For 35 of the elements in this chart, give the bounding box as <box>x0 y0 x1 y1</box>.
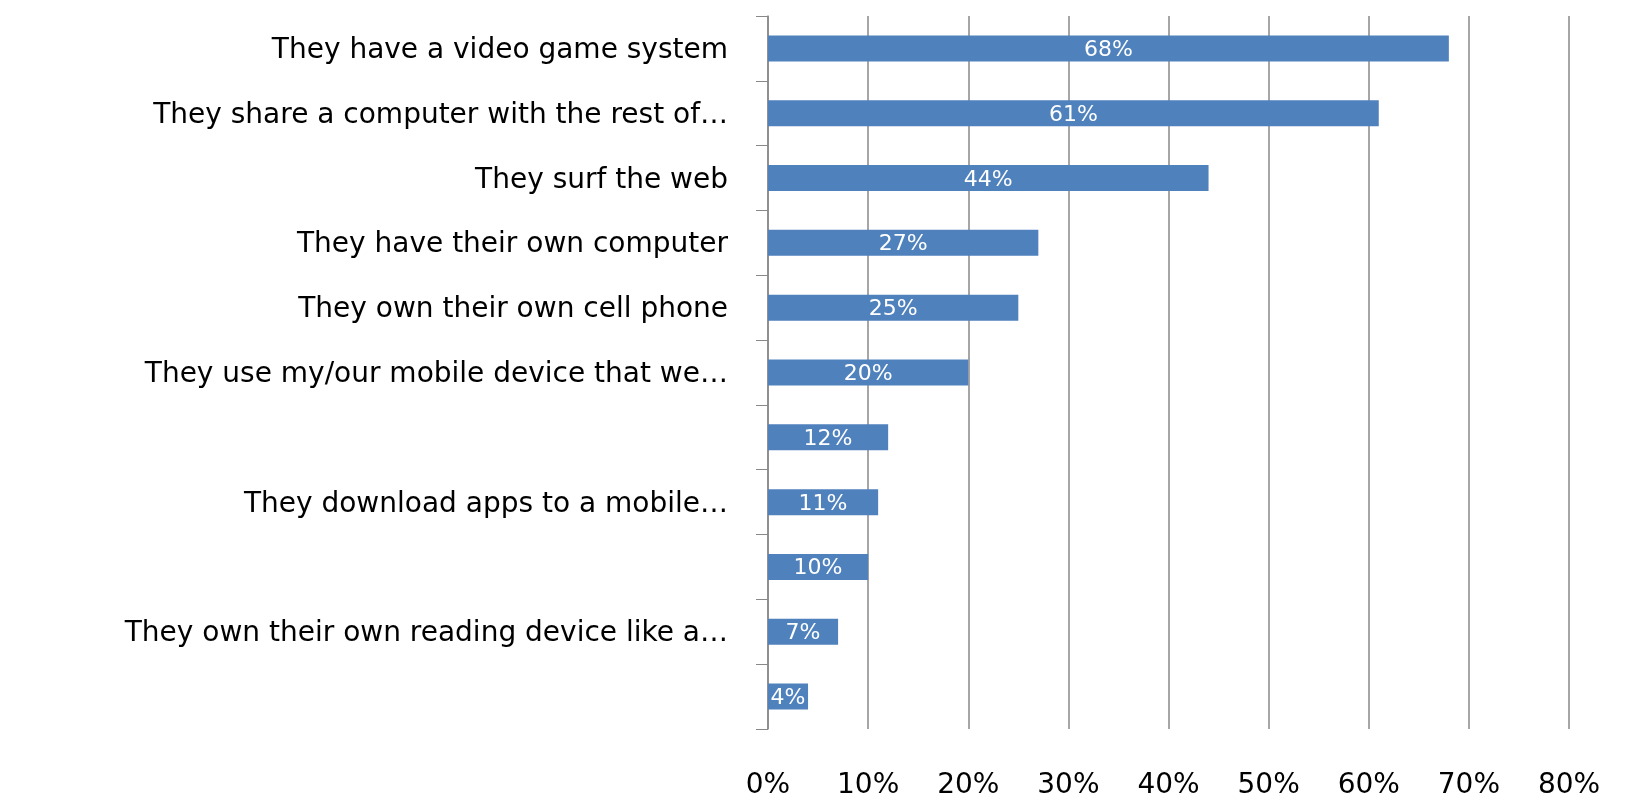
data-label: 4% <box>770 684 806 710</box>
x-tick-label: 30% <box>1037 766 1100 800</box>
bar <box>768 100 1379 127</box>
data-label: 20% <box>843 360 893 385</box>
data-label: 68% <box>1083 35 1133 61</box>
bar <box>768 294 1019 321</box>
bar <box>768 424 889 451</box>
y-tick-label: They share a computer with the rest of… <box>152 96 728 130</box>
bar <box>768 359 969 386</box>
data-label: 12% <box>803 424 853 450</box>
data-label: 27% <box>878 230 928 256</box>
y-tick-label: They own their own reading device like a… <box>123 615 728 649</box>
y-tick-label: They surf the web <box>474 161 728 195</box>
y-tick-label: They have a video game system <box>270 31 728 65</box>
data-label: 7% <box>785 619 821 645</box>
bar <box>768 165 1209 192</box>
x-tick-label: 80% <box>1537 766 1601 800</box>
x-tick-label: 0% <box>745 766 791 800</box>
y-tick-label: They use my/our mobile device that we… <box>143 356 728 389</box>
data-label: 10% <box>793 554 843 580</box>
y-tick-label: They download apps to a mobile… <box>242 485 728 519</box>
data-label: 11% <box>798 489 848 515</box>
x-tick-label: 60% <box>1337 766 1400 800</box>
data-label: 25% <box>868 295 918 321</box>
y-tick-label: They own their own cell phone <box>297 291 728 325</box>
bar <box>768 229 1039 256</box>
x-tick-label: 20% <box>937 766 1000 800</box>
y-tick-label: They have their own computer <box>295 226 729 260</box>
data-label: 61% <box>1048 100 1098 126</box>
x-tick-label: 50% <box>1237 766 1300 800</box>
x-tick-label: 40% <box>1137 766 1200 800</box>
data-label: 44% <box>963 165 1013 191</box>
bar <box>768 35 1449 62</box>
x-tick-label: 70% <box>1437 766 1500 800</box>
x-tick-label: 10% <box>837 766 900 800</box>
